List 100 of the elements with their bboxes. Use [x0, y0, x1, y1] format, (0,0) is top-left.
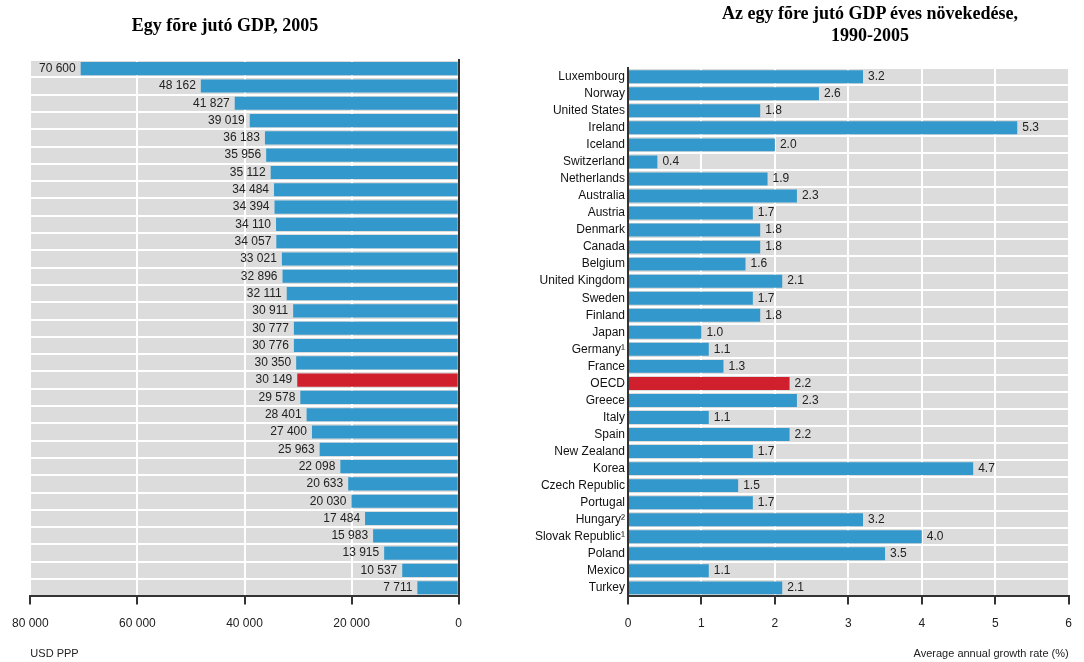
y-tick-label: Ireland — [588, 120, 625, 135]
data-label: 29 578 — [258, 389, 296, 404]
bar — [629, 104, 761, 118]
y-tick-label: Spain — [594, 426, 625, 441]
y-tick-label: Czech Republic — [540, 477, 625, 492]
bar — [300, 390, 458, 404]
data-label: 1.7 — [757, 495, 775, 509]
y-tick-label: Germany¹ — [571, 341, 625, 356]
data-label: 1.7 — [757, 290, 775, 305]
bar — [365, 511, 458, 526]
bar — [629, 325, 702, 339]
x-tick-label: 40 000 — [226, 615, 264, 630]
data-label: 32 896 — [240, 268, 278, 283]
x-tick-label: 4 — [918, 615, 926, 630]
data-label: 1.1 — [713, 341, 731, 356]
bar — [384, 546, 458, 560]
data-label: 3.5 — [890, 546, 908, 561]
bar — [286, 287, 458, 301]
bar — [629, 172, 768, 186]
bar — [80, 62, 458, 76]
data-label: 20 633 — [306, 476, 344, 491]
x-tick-label: 0 — [624, 615, 632, 630]
bar — [282, 269, 458, 283]
bar — [629, 138, 775, 152]
data-label: 22 098 — [298, 458, 336, 473]
bar — [373, 529, 458, 543]
data-label: 1.9 — [772, 171, 790, 186]
data-label: 35 112 — [229, 164, 266, 179]
y-tick-label: Austria — [587, 205, 626, 220]
bar — [629, 257, 746, 271]
data-label: 2.1 — [787, 273, 805, 288]
bar — [629, 445, 753, 459]
data-label: 5.3 — [1022, 120, 1040, 135]
y-tick-label: Belgium — [581, 256, 625, 271]
data-label: 2.2 — [794, 426, 812, 441]
data-label: 33 021 — [240, 251, 278, 266]
data-label: 34 057 — [234, 234, 272, 248]
bar — [629, 87, 819, 101]
data-label: 30 350 — [254, 355, 292, 370]
x-tick-label: 80 000 — [12, 615, 50, 630]
bar — [306, 408, 458, 422]
bar — [629, 428, 790, 442]
y-tick-label: France — [587, 358, 626, 373]
x-tick-label: 1 — [698, 615, 706, 630]
data-label: 2.6 — [823, 86, 841, 101]
data-label: 2.3 — [801, 188, 819, 203]
data-label: 2.3 — [801, 392, 819, 407]
bar — [629, 376, 790, 390]
y-tick-label: Greece — [585, 392, 626, 407]
bar — [319, 442, 458, 456]
data-label: 17 484 — [323, 510, 361, 525]
bar — [629, 530, 922, 544]
bar — [629, 513, 864, 527]
bar — [629, 462, 974, 476]
data-label: 0.4 — [662, 154, 680, 169]
bar — [351, 494, 458, 508]
y-tick-label: Italy — [602, 409, 625, 424]
y-tick-label: Sweden — [581, 290, 625, 305]
data-label: 2.2 — [794, 375, 812, 390]
bar — [629, 547, 886, 561]
bar — [276, 217, 458, 231]
bar — [629, 308, 761, 322]
data-label: 1.0 — [706, 324, 724, 339]
bar — [629, 274, 783, 288]
data-label: 7 711 — [383, 580, 413, 595]
bar — [348, 477, 458, 491]
data-label: 30 776 — [252, 337, 290, 352]
bar — [293, 304, 458, 318]
data-label: 28 401 — [264, 407, 302, 422]
bar — [264, 131, 458, 145]
data-label: 2.1 — [787, 580, 805, 595]
chart-title: Egy fõre jutó GDP, 2005 — [130, 14, 320, 36]
data-label: 3.2 — [868, 512, 886, 527]
x-tick-label: 2 — [771, 615, 779, 630]
x-axis-title: Average annual growth rate (%) — [913, 646, 1069, 659]
bar — [629, 189, 797, 203]
bar — [629, 564, 709, 578]
y-tick-label: Iceland — [586, 137, 625, 152]
data-label: 27 400 — [270, 424, 308, 439]
data-label: 20 030 — [309, 493, 347, 508]
y-tick-label: Denmark — [576, 222, 626, 237]
x-tick-label: 20 000 — [333, 615, 371, 630]
y-tick-label: Portugal — [580, 495, 625, 509]
data-label: 34 394 — [232, 199, 270, 214]
data-label: 1.1 — [713, 563, 731, 578]
bar — [629, 121, 1018, 135]
data-label: 1.8 — [765, 103, 783, 118]
bar — [281, 252, 458, 266]
y-tick-label: Slovak Republic¹ — [534, 529, 625, 544]
data-label: 4.7 — [978, 460, 996, 475]
data-label: 30 911 — [252, 303, 289, 318]
bar — [629, 223, 761, 237]
bar — [340, 460, 458, 474]
y-tick-label: Norway — [584, 86, 625, 101]
x-tick-label: 60 000 — [119, 615, 157, 630]
data-label: 32 111 — [246, 285, 283, 300]
data-label: 30 777 — [252, 320, 290, 335]
bar — [234, 96, 458, 110]
y-tick-label: Australia — [578, 188, 626, 203]
bar — [629, 342, 709, 356]
